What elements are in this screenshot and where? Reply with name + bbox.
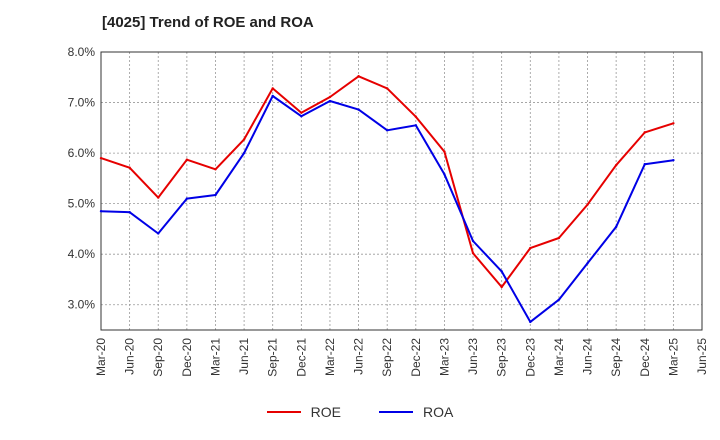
legend-item-roa: ROA: [379, 404, 453, 420]
data-point-roe: [300, 111, 303, 114]
data-point-roa: [672, 158, 675, 162]
plot-area: [101, 52, 702, 330]
y-tick-label: 6.0%: [68, 146, 96, 160]
data-point-roe: [385, 87, 389, 90]
y-tick-label: 4.0%: [68, 247, 96, 261]
x-tick-label: Dec-21: [294, 338, 308, 377]
y-tick-label: 3.0%: [68, 298, 96, 312]
chart-title: [4025] Trend of ROE and ROA: [102, 14, 314, 31]
data-point-roa: [242, 151, 246, 155]
data-point-roe: [672, 122, 675, 125]
x-tick-label: Mar-25: [666, 338, 680, 376]
x-tick-label: Dec-20: [180, 338, 194, 377]
data-point-roa: [385, 129, 389, 132]
data-point-roe: [643, 131, 646, 134]
data-point-roa: [414, 124, 418, 127]
x-tick-label: Sep-21: [266, 338, 280, 377]
x-tick-label: Sep-22: [380, 338, 394, 377]
data-point-roa: [471, 239, 475, 243]
data-point-roa: [300, 114, 303, 118]
data-point-roe: [500, 285, 503, 289]
y-tick-label: 5.0%: [68, 197, 96, 211]
data-point-roa: [614, 225, 618, 229]
x-tick-label: Jun-22: [352, 338, 366, 375]
legend-swatch-roe: [266, 411, 301, 413]
data-point-roa: [271, 94, 274, 98]
data-point-roe: [128, 166, 131, 169]
data-point-roe: [185, 158, 189, 161]
data-point-roe: [529, 246, 532, 250]
data-point-roe: [471, 251, 475, 255]
legend-swatch-roa: [379, 411, 413, 413]
plot-frame: [100, 51, 703, 331]
data-point-roe: [614, 164, 618, 167]
legend-label-roa: ROA: [423, 404, 454, 420]
x-tick-label: Sep-24: [609, 338, 623, 377]
data-point-roe: [157, 196, 160, 199]
data-point-roa: [643, 163, 646, 166]
x-tick-label: Jun-21: [237, 338, 251, 375]
data-point-roe: [328, 95, 332, 99]
data-point-roe: [586, 203, 589, 206]
x-tick-label: Sep-20: [151, 338, 165, 377]
chart-legend: ROE ROA: [0, 404, 720, 420]
x-tick-label: Mar-21: [208, 338, 222, 376]
data-point-roe: [214, 168, 217, 171]
data-point-roa: [328, 99, 332, 103]
x-tick-label: Jun-25: [695, 338, 709, 375]
data-point-roa: [128, 211, 131, 214]
data-point-roa: [500, 270, 503, 273]
data-point-roa: [214, 193, 217, 197]
data-point-roe: [242, 138, 246, 141]
data-point-roe: [443, 150, 446, 153]
data-point-roe: [99, 156, 103, 160]
x-tick-label: Dec-24: [638, 338, 652, 377]
data-point-roe: [557, 236, 561, 240]
x-tick-label: Dec-23: [523, 338, 537, 377]
x-tick-label: Jun-20: [123, 338, 137, 375]
data-point-roa: [185, 197, 189, 200]
data-point-roa: [586, 262, 589, 265]
legend-item-roe: ROE: [266, 404, 341, 420]
y-tick-label: 8.0%: [68, 45, 96, 59]
data-point-roa: [357, 108, 360, 111]
x-tick-label: Mar-23: [437, 338, 451, 376]
legend-label-roe: ROE: [310, 404, 341, 420]
y-tick-label: 7.0%: [68, 96, 96, 110]
data-point-roa: [443, 173, 446, 176]
data-point-roe: [357, 75, 360, 78]
x-tick-label: Sep-23: [495, 338, 509, 377]
data-point-roa: [557, 298, 561, 301]
x-tick-label: Mar-22: [323, 338, 337, 376]
data-point-roe: [414, 115, 418, 118]
x-tick-label: Jun-24: [581, 338, 595, 375]
data-point-roa: [529, 320, 532, 324]
data-point-roa: [99, 210, 103, 213]
x-tick-label: Mar-24: [552, 338, 566, 376]
x-tick-label: Dec-22: [409, 338, 423, 377]
data-point-roe: [271, 87, 274, 90]
x-tick-label: Mar-20: [94, 338, 108, 376]
data-point-roa: [157, 232, 160, 235]
x-tick-label: Jun-23: [466, 338, 480, 375]
